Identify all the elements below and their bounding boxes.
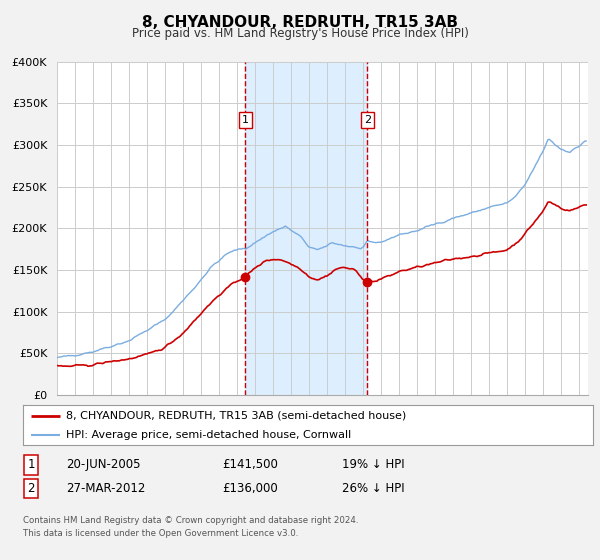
Text: 8, CHYANDOUR, REDRUTH, TR15 3AB: 8, CHYANDOUR, REDRUTH, TR15 3AB <box>142 15 458 30</box>
Text: 20-JUN-2005: 20-JUN-2005 <box>66 458 140 472</box>
Text: 8, CHYANDOUR, REDRUTH, TR15 3AB (semi-detached house): 8, CHYANDOUR, REDRUTH, TR15 3AB (semi-de… <box>65 411 406 421</box>
Text: 19% ↓ HPI: 19% ↓ HPI <box>342 458 404 472</box>
Text: This data is licensed under the Open Government Licence v3.0.: This data is licensed under the Open Gov… <box>23 529 298 538</box>
Text: 1: 1 <box>28 458 35 472</box>
Text: £141,500: £141,500 <box>222 458 278 472</box>
Text: HPI: Average price, semi-detached house, Cornwall: HPI: Average price, semi-detached house,… <box>65 430 351 440</box>
Text: Price paid vs. HM Land Registry's House Price Index (HPI): Price paid vs. HM Land Registry's House … <box>131 27 469 40</box>
Text: 27-MAR-2012: 27-MAR-2012 <box>66 482 145 495</box>
Text: 26% ↓ HPI: 26% ↓ HPI <box>342 482 404 495</box>
Text: 2: 2 <box>364 115 371 125</box>
Text: £136,000: £136,000 <box>222 482 278 495</box>
Text: Contains HM Land Registry data © Crown copyright and database right 2024.: Contains HM Land Registry data © Crown c… <box>23 516 358 525</box>
Text: 2: 2 <box>28 482 35 495</box>
Bar <box>245 62 367 395</box>
Text: 1: 1 <box>242 115 249 125</box>
